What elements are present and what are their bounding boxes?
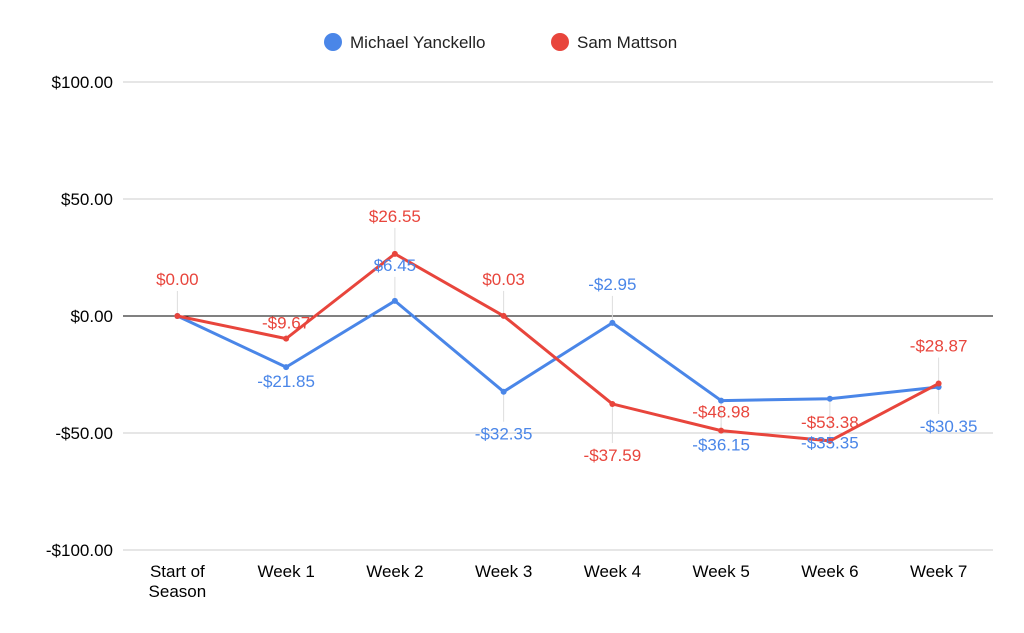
data-label-michael-yanckello: -$32.35 — [475, 425, 533, 444]
data-labels: -$21.85 $6.45 -$32.35 -$2.95 -$36.15 -$35.35 -… — [156, 207, 977, 465]
series-lines — [174, 250, 942, 444]
y-tick-label: -$50.00 — [55, 424, 113, 443]
legend-item-michael-yanckello[interactable]: Michael Yanckello — [324, 33, 485, 52]
data-label-sam-mattson: -$28.87 — [910, 337, 968, 356]
data-label-michael-yanckello: -$30.35 — [920, 417, 978, 436]
y-tick-label: $100.00 — [52, 73, 113, 92]
y-tick-label: -$100.00 — [46, 541, 113, 560]
x-tick-label: Week 1 — [257, 562, 314, 581]
data-point-sam-mattson[interactable] — [283, 335, 290, 342]
data-point-michael-yanckello[interactable] — [826, 395, 833, 402]
data-label-sam-mattson: -$9.67 — [262, 314, 310, 333]
data-point-sam-mattson[interactable] — [609, 400, 616, 407]
data-label-sam-mattson: $26.55 — [369, 207, 421, 226]
x-tick-label: Week 4 — [584, 562, 641, 581]
x-tick-label: Week 6 — [801, 562, 858, 581]
data-point-sam-mattson[interactable] — [826, 437, 833, 444]
data-label-michael-yanckello: -$21.85 — [257, 372, 315, 391]
data-label-sam-mattson: $0.03 — [482, 270, 525, 289]
y-axis-tick-labels: -$100.00 -$50.00 $0.00 $50.00 $100.00 — [46, 73, 113, 560]
series-line-michael-yanckello — [175, 299, 941, 403]
data-point-michael-yanckello[interactable] — [718, 397, 725, 404]
data-point-sam-mattson[interactable] — [174, 313, 181, 319]
x-tick-label: Week 2 — [366, 562, 423, 581]
data-point-michael-yanckello[interactable] — [283, 364, 290, 371]
data-label-michael-yanckello: -$35.35 — [801, 434, 859, 453]
legend-marker-michael-yanckello — [324, 33, 342, 51]
data-point-michael-yanckello[interactable] — [391, 297, 398, 304]
y-tick-label: $50.00 — [61, 190, 113, 209]
x-tick-label: Start of — [150, 562, 205, 581]
data-label-michael-yanckello: -$2.95 — [588, 275, 636, 294]
x-tick-label: Week 5 — [692, 562, 749, 581]
data-label-sam-mattson: $0.00 — [156, 270, 199, 289]
data-point-sam-mattson[interactable] — [391, 250, 398, 257]
data-label-sam-mattson: -$48.98 — [692, 403, 750, 422]
legend-item-sam-mattson[interactable]: Sam Mattson — [551, 33, 677, 52]
legend-label-michael-yanckello: Michael Yanckello — [350, 33, 485, 52]
gridlines — [123, 81, 993, 551]
data-point-sam-mattson[interactable] — [500, 312, 507, 319]
legend: Michael Yanckello Sam Mattson — [324, 33, 677, 52]
data-point-sam-mattson[interactable] — [935, 380, 942, 387]
data-label-michael-yanckello: $6.45 — [374, 256, 417, 275]
legend-label-sam-mattson: Sam Mattson — [577, 33, 677, 52]
legend-marker-sam-mattson — [551, 33, 569, 51]
x-tick-label: Week 7 — [910, 562, 967, 581]
data-label-michael-yanckello: -$36.15 — [692, 436, 750, 455]
data-label-sam-mattson: -$53.38 — [801, 413, 859, 432]
data-point-michael-yanckello[interactable] — [609, 319, 616, 326]
x-tick-label: Season — [149, 582, 207, 601]
data-point-sam-mattson[interactable] — [718, 427, 725, 434]
data-point-michael-yanckello[interactable] — [500, 388, 507, 395]
series-line-sam-mattson — [175, 252, 941, 443]
data-label-sam-mattson: -$37.59 — [584, 446, 642, 465]
x-tick-label: Week 3 — [475, 562, 532, 581]
y-tick-label: $0.00 — [70, 307, 113, 326]
